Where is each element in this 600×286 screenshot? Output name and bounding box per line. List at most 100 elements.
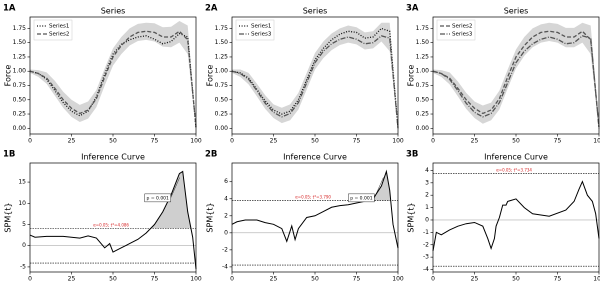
- y-tick-label: 1.00: [13, 68, 27, 75]
- y-tick-label: 0.00: [13, 125, 27, 132]
- series-line: [432, 30, 600, 128]
- plot-frame: [231, 162, 399, 273]
- p-label: p = 0.001: [147, 195, 170, 201]
- plot-frame: [29, 16, 197, 135]
- y-tick-label: 1.75: [416, 25, 430, 32]
- threshold-label: α=0.05; t*=3.734: [496, 168, 532, 173]
- p-label: p = 0.001: [350, 195, 373, 201]
- x-tick-label: 75: [151, 276, 159, 283]
- x-tick-label: 0: [230, 276, 234, 283]
- y-tick-label: 4: [224, 195, 228, 202]
- y-tick-label: 0.25: [13, 111, 27, 118]
- y-axis-label: SPM{t}: [4, 202, 13, 232]
- y-axis-label: SPM{t}: [206, 202, 215, 232]
- series-line: [29, 30, 197, 128]
- chart-title: Inference Curve: [484, 153, 548, 162]
- panel: 3B Inference Curve SPM{t} 0 25 50 75 100 -4 -3 -2 -…: [406, 150, 600, 283]
- suprathreshold-area: [433, 174, 599, 251]
- y-tick-label: 0.75: [416, 82, 430, 89]
- chart-title: Series: [303, 7, 328, 16]
- y-axis-label: Force: [206, 65, 215, 87]
- y-tick-label: 1.00: [215, 68, 229, 75]
- y-tick-label: 0.50: [13, 96, 27, 103]
- chart-title: Inference Curve: [283, 153, 347, 162]
- p-pointer: [170, 177, 180, 198]
- y-tick-label: 1.75: [13, 25, 27, 32]
- plot-frame: [432, 162, 600, 273]
- plot-frame: [29, 162, 197, 273]
- x-tick-label: 100: [593, 276, 600, 283]
- p-box: [348, 193, 375, 203]
- x-tick-label: 75: [554, 138, 562, 145]
- y-axis-label: SPM{t}: [407, 202, 416, 232]
- y-tick-label: 0.50: [416, 96, 430, 103]
- x-tick-label: 0: [431, 276, 435, 283]
- y-tick-label: -1: [423, 229, 429, 236]
- y-axis-label: Force: [4, 65, 13, 87]
- panel-label: 1B: [3, 150, 15, 160]
- y-tick-label: 1.50: [215, 39, 229, 46]
- y-axis-label: Force: [407, 65, 416, 87]
- y-tick-label: 3: [425, 179, 429, 186]
- series-line: [231, 35, 399, 129]
- y-tick-label: -2: [423, 241, 429, 248]
- legend-label: Series1: [49, 24, 69, 30]
- threshold-label: α=0.05; t*=3.790: [295, 195, 331, 200]
- y-tick-label: 2: [425, 192, 429, 199]
- x-tick-label: 75: [151, 138, 159, 145]
- panel: 2B Inference Curve SPM{t} 0 25 50 75 100 -4 -2 0 2 4…: [205, 150, 404, 283]
- x-tick-label: 100: [392, 138, 404, 145]
- legend-box: [436, 19, 476, 41]
- x-tick-label: 0: [28, 138, 32, 145]
- x-tick-label: 50: [311, 138, 319, 145]
- panel-label: 2A: [205, 4, 218, 14]
- spm-curve: [29, 170, 197, 270]
- x-tick-label: 25: [68, 138, 76, 145]
- y-tick-label: 1.25: [215, 53, 229, 60]
- chart-title: Series: [504, 7, 529, 16]
- y-tick-label: 0: [224, 229, 228, 236]
- y-tick-label: 1.75: [215, 25, 229, 32]
- legend-label: Series1: [251, 24, 271, 30]
- threshold-label: α=0.05; t*=4.086: [93, 222, 129, 227]
- series-line: [29, 32, 197, 129]
- x-tick-label: 25: [270, 276, 278, 283]
- panel: 1A Series Force 0 25 50 75 100 0.00 0.25 0.50 0.75 1…: [3, 4, 202, 145]
- x-tick-label: 50: [109, 276, 117, 283]
- plot-frame: [231, 16, 399, 135]
- legend-label: Series3: [452, 32, 473, 38]
- y-tick-label: 0.00: [416, 125, 430, 132]
- x-tick-label: 75: [554, 276, 562, 283]
- x-tick-label: 50: [512, 138, 520, 145]
- y-tick-label: 0.25: [215, 111, 229, 118]
- legend-label: Series2: [49, 32, 69, 38]
- x-tick-label: 25: [471, 276, 479, 283]
- x-tick-label: 100: [392, 276, 404, 283]
- series-line: [432, 35, 600, 129]
- x-tick-label: 75: [353, 138, 361, 145]
- y-tick-label: 1: [425, 204, 429, 211]
- y-tick-label: 15: [18, 179, 26, 186]
- y-tick-label: -5: [20, 263, 26, 270]
- confidence-band: [30, 20, 196, 129]
- y-tick-label: 1.25: [416, 53, 430, 60]
- y-tick-label: 0: [22, 242, 26, 249]
- x-tick-label: 50: [109, 138, 117, 145]
- y-tick-label: 1.50: [13, 39, 27, 46]
- y-tick-label: -3: [423, 254, 429, 261]
- series-line: [231, 27, 399, 129]
- panel-label: 1A: [3, 4, 16, 14]
- y-tick-label: 10: [18, 200, 26, 207]
- legend-box: [235, 19, 275, 41]
- chart-title: Series: [101, 7, 126, 16]
- suprathreshold-area: [150, 171, 191, 229]
- y-tick-label: 6: [224, 178, 228, 185]
- y-tick-label: 1.00: [416, 68, 430, 75]
- x-tick-label: 75: [353, 276, 361, 283]
- legend-box: [33, 19, 73, 41]
- confidence-band: [433, 22, 599, 129]
- x-tick-label: 0: [28, 276, 32, 283]
- y-tick-label: 2: [224, 212, 228, 219]
- x-tick-label: 100: [190, 138, 202, 145]
